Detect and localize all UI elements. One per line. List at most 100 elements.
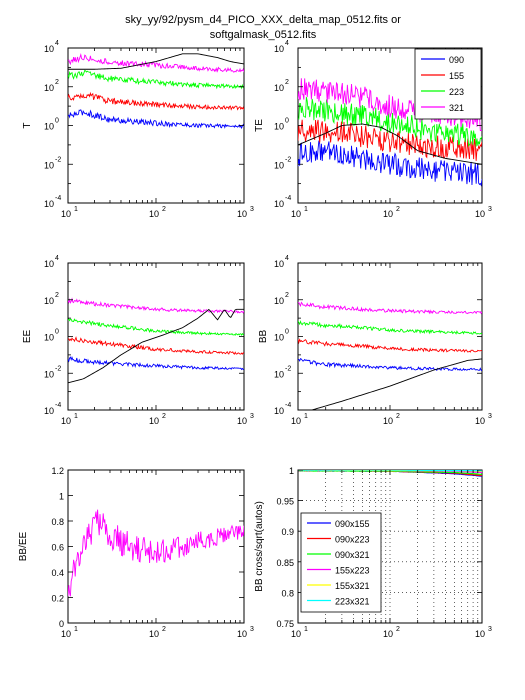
series-line-c223 bbox=[68, 69, 244, 90]
panel-t-series bbox=[68, 52, 244, 130]
x-tick-exponent: 3 bbox=[488, 626, 492, 633]
y-tick-label: 0.9 bbox=[281, 527, 294, 537]
y-tick-exponent: 2 bbox=[55, 79, 59, 86]
x-tick-exponent: 3 bbox=[250, 626, 254, 633]
y-tick-exponent: 4 bbox=[285, 255, 289, 262]
y-tick-exponent: -2 bbox=[285, 156, 291, 163]
x-tick-exponent: 3 bbox=[488, 206, 492, 213]
panel-ee-frame bbox=[67, 262, 245, 411]
series-line-x223x321 bbox=[298, 470, 482, 472]
x-tick-exponent: 2 bbox=[162, 413, 166, 420]
y-tick-exponent: -2 bbox=[55, 156, 61, 163]
x-tick-exponent: 1 bbox=[74, 206, 78, 213]
x-tick-label: 10 bbox=[149, 416, 159, 426]
legend-label: 155 bbox=[449, 71, 464, 81]
y-tick-exponent: 0 bbox=[285, 329, 289, 336]
x-tick-exponent: 3 bbox=[250, 413, 254, 420]
series-line-c090 bbox=[68, 109, 244, 130]
panel-ratio-series bbox=[68, 509, 244, 597]
series-line-c321 bbox=[68, 297, 244, 314]
series-line-c090 bbox=[298, 140, 482, 187]
y-tick-label: 10 bbox=[44, 259, 54, 269]
x-tick-label: 10 bbox=[475, 209, 485, 219]
panel-ratio-ylabel: BB/EE bbox=[18, 531, 29, 561]
x-tick-exponent: 2 bbox=[396, 626, 400, 633]
y-tick-label: 10 bbox=[274, 44, 284, 54]
y-tick-label: 1.2 bbox=[51, 466, 64, 476]
y-tick-label: 10 bbox=[274, 199, 284, 209]
x-tick-label: 10 bbox=[61, 629, 71, 639]
y-tick-label: 0.75 bbox=[276, 619, 294, 629]
y-tick-label: 10 bbox=[44, 333, 54, 343]
series-line-c155 bbox=[298, 338, 482, 353]
legend-label: 223x321 bbox=[335, 597, 370, 607]
legend-label: 155x321 bbox=[335, 581, 370, 591]
series-line-model bbox=[68, 308, 244, 384]
x-tick-exponent: 1 bbox=[74, 626, 78, 633]
legend-label: 090x321 bbox=[335, 550, 370, 560]
y-tick-label: 0 bbox=[59, 619, 64, 629]
series-line-c321 bbox=[298, 301, 482, 315]
y-tick-label: 0.8 bbox=[51, 517, 64, 527]
x-tick-exponent: 2 bbox=[162, 626, 166, 633]
y-tick-label: 0.8 bbox=[281, 588, 294, 598]
x-tick-label: 10 bbox=[291, 629, 301, 639]
series-line-c223 bbox=[298, 97, 482, 148]
x-tick-label: 10 bbox=[149, 209, 159, 219]
y-tick-label: 10 bbox=[274, 406, 284, 416]
legend-label: 090 bbox=[449, 55, 464, 65]
panel-bb-ylabel: BB bbox=[258, 330, 269, 344]
panel-corr: 10 1 10 2 10 30.750.80.850.90.951 090x155090x… bbox=[254, 466, 492, 639]
y-tick-label: 10 bbox=[44, 83, 54, 93]
y-tick-label: 10 bbox=[44, 296, 54, 306]
series-line-c155 bbox=[298, 119, 482, 161]
series-line-c321 bbox=[68, 509, 244, 597]
y-tick-label: 10 bbox=[274, 333, 284, 343]
x-tick-label: 10 bbox=[237, 416, 247, 426]
legend-label: 090x155 bbox=[335, 519, 370, 529]
y-tick-label: 10 bbox=[44, 122, 54, 132]
legend-box bbox=[300, 512, 382, 613]
legend-label: 321 bbox=[449, 103, 464, 113]
panel-te-series bbox=[298, 78, 482, 187]
series-line-model bbox=[298, 123, 482, 165]
y-tick-label: 10 bbox=[44, 406, 54, 416]
series-line-c090 bbox=[298, 357, 482, 371]
panel-ee-series bbox=[68, 297, 244, 384]
y-tick-exponent: 2 bbox=[285, 79, 289, 86]
y-tick-label: 10 bbox=[274, 259, 284, 269]
y-tick-label: 10 bbox=[274, 369, 284, 379]
y-tick-exponent: 0 bbox=[55, 118, 59, 125]
x-tick-exponent: 3 bbox=[250, 206, 254, 213]
y-tick-exponent: -2 bbox=[285, 365, 291, 372]
panel-bb-series bbox=[298, 301, 482, 410]
legend-label: 090x223 bbox=[335, 535, 370, 545]
x-tick-label: 10 bbox=[61, 416, 71, 426]
x-tick-exponent: 1 bbox=[304, 626, 308, 633]
x-tick-label: 10 bbox=[61, 209, 71, 219]
y-tick-label: 10 bbox=[274, 83, 284, 93]
y-tick-label: 0.4 bbox=[51, 568, 64, 578]
y-tick-exponent: 4 bbox=[285, 40, 289, 47]
y-tick-exponent: 2 bbox=[285, 292, 289, 299]
figure-title-line1: sky_yy/92/pysm_d4_PICO_XXX_delta_map_051… bbox=[125, 14, 401, 26]
y-tick-label: 10 bbox=[44, 199, 54, 209]
panel-corr-ylabel: BB cross/sqrt(autos) bbox=[254, 501, 265, 592]
y-tick-exponent: -4 bbox=[285, 402, 291, 409]
y-tick-label: 10 bbox=[274, 296, 284, 306]
y-tick-exponent: 4 bbox=[55, 40, 59, 47]
y-tick-exponent: 0 bbox=[285, 118, 289, 125]
y-tick-exponent: -2 bbox=[55, 365, 61, 372]
x-tick-label: 10 bbox=[383, 209, 393, 219]
x-tick-exponent: 2 bbox=[396, 413, 400, 420]
x-tick-label: 10 bbox=[237, 629, 247, 639]
y-tick-label: 0.6 bbox=[51, 543, 64, 553]
y-tick-exponent: 0 bbox=[55, 329, 59, 336]
panel-te-ylabel: TE bbox=[254, 119, 265, 132]
panel-ratio: 10 1 10 2 10 300.20.40.60.811.2 BB/EE bbox=[18, 466, 254, 639]
